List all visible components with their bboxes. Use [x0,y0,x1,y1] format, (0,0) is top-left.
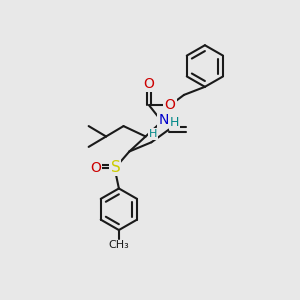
Text: O: O [165,98,176,112]
Text: CH₃: CH₃ [109,240,129,250]
Text: N: N [158,113,169,127]
Text: S: S [110,160,120,175]
Text: O: O [144,77,154,91]
Text: O: O [90,161,101,175]
Text: H: H [170,116,179,129]
Text: H: H [148,129,157,139]
